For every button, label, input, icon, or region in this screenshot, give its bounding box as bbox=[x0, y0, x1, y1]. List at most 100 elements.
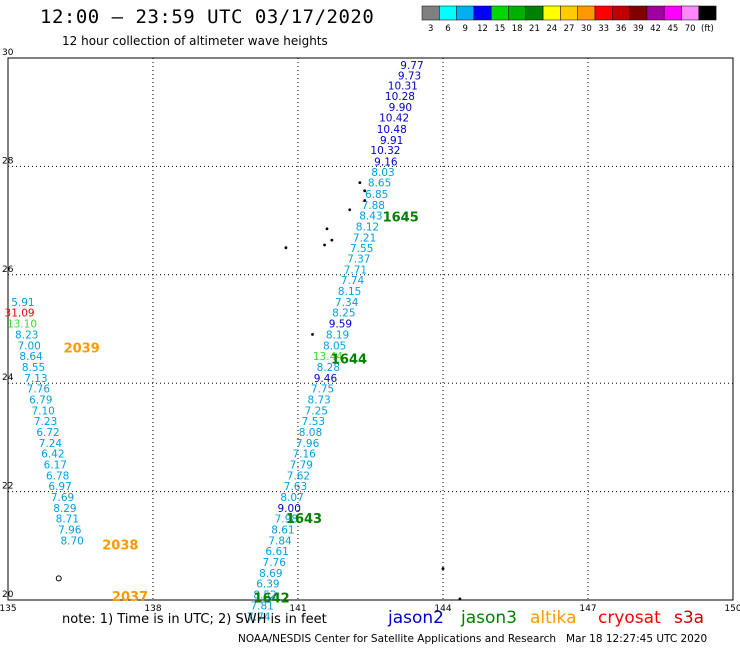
legend-cryosat: cryosat bbox=[598, 608, 661, 628]
wave-height-label: 7.00 bbox=[17, 340, 40, 352]
wave-height-label: 9.16 bbox=[374, 157, 398, 169]
colorbar-swatch bbox=[646, 5, 665, 21]
wave-height-label: 8.07 bbox=[280, 492, 303, 504]
colorbar-swatch bbox=[612, 5, 630, 21]
wave-height-label: 7.10 bbox=[31, 405, 54, 417]
data-point-dot bbox=[363, 189, 367, 193]
pass-time-label: 2037 bbox=[112, 590, 148, 605]
colorbar-label: 15 bbox=[494, 24, 505, 34]
x-tick-label: 138 bbox=[144, 604, 161, 614]
y-tick-label: 20 bbox=[2, 590, 14, 600]
credit-line: NOAA/NESDIS Center for Satellite Applica… bbox=[238, 633, 708, 645]
colorbar-swatch bbox=[681, 5, 700, 21]
wave-height-label: 7.13 bbox=[24, 373, 47, 385]
pass-time-label: 1643 bbox=[286, 512, 322, 527]
pass-time-label: 2038 bbox=[102, 539, 138, 554]
colorbar-label: 12 bbox=[477, 24, 488, 34]
wave-height-label: 7.96 bbox=[58, 525, 82, 537]
wave-height-label: 10.28 bbox=[385, 91, 415, 103]
wave-height-label: 10.48 bbox=[377, 124, 407, 136]
wave-height-label: 9.77 bbox=[400, 60, 423, 72]
wave-height-label: 6.39 bbox=[256, 579, 279, 591]
colorbar-swatch bbox=[490, 5, 509, 21]
y-tick-label: 28 bbox=[2, 156, 14, 166]
colorbar-swatch bbox=[439, 5, 457, 21]
colorbar-label: 27 bbox=[564, 24, 575, 34]
wave-height-label: 9.90 bbox=[389, 102, 412, 114]
wave-height-label: 13.44 bbox=[313, 351, 343, 363]
wave-height-label: 8.55 bbox=[22, 362, 45, 374]
wave-height-label: 8.71 bbox=[56, 514, 79, 526]
colorbar-label: 70 bbox=[685, 24, 696, 34]
wave-height-label: 7.76 bbox=[263, 557, 287, 569]
colorbar-swatch bbox=[629, 5, 648, 21]
wave-height-label: 8.25 bbox=[332, 308, 355, 320]
wave-height-label: 13.10 bbox=[7, 319, 37, 331]
colorbar-label: 36 bbox=[616, 24, 627, 34]
x-tick-label: 150 bbox=[724, 604, 740, 614]
y-tick-label: 30 bbox=[2, 48, 14, 58]
wave-height-label: 10.32 bbox=[370, 145, 400, 157]
data-point-dot bbox=[284, 246, 288, 250]
data-point-dot bbox=[325, 227, 329, 231]
legend-jason2: jason2 bbox=[388, 608, 444, 628]
wave-height-label: 7.96 bbox=[296, 438, 320, 450]
x-tick-label: 147 bbox=[579, 604, 596, 614]
wave-height-label: 8.65 bbox=[368, 178, 391, 190]
wave-height-label: 7.53 bbox=[302, 416, 325, 428]
wave-height-label: 7.21 bbox=[353, 232, 376, 244]
colorbar-swatch bbox=[508, 5, 527, 21]
data-point-dot bbox=[441, 567, 445, 570]
wave-height-label: 7.25 bbox=[305, 405, 328, 417]
data-point-dot bbox=[311, 333, 314, 336]
colorbar-swatch bbox=[542, 5, 561, 21]
wave-height-label: 6.61 bbox=[265, 546, 288, 558]
chart-subtitle: 12 hour collection of altimeter wave hei… bbox=[62, 34, 328, 48]
wave-height-label: 6.78 bbox=[46, 470, 69, 482]
colorbar-label: (ft) bbox=[701, 24, 714, 34]
colorbar-swatch bbox=[663, 5, 682, 21]
colorbar-swatch bbox=[594, 5, 613, 21]
wave-height-label: 7.71 bbox=[344, 264, 367, 276]
y-tick-label: 22 bbox=[2, 482, 13, 492]
colorbar-label: 18 bbox=[512, 24, 523, 34]
pass-time-label: 2039 bbox=[64, 341, 100, 356]
data-point-dot bbox=[363, 199, 367, 202]
wave-height-label: 8.03 bbox=[371, 167, 394, 179]
data-point-dot bbox=[458, 597, 462, 601]
wave-height-label: 7.75 bbox=[311, 384, 334, 396]
x-tick-label: 135 bbox=[0, 604, 17, 614]
wave-height-label: 9.00 bbox=[278, 503, 301, 515]
pass-time-label: 1642 bbox=[254, 591, 290, 606]
data-point-dot bbox=[330, 238, 334, 242]
y-tick-label: 26 bbox=[2, 265, 14, 275]
wave-height-label: 8.43 bbox=[359, 211, 382, 223]
pass-time-label: 1644 bbox=[331, 352, 367, 367]
wave-height-label: 8.52 bbox=[253, 590, 276, 602]
wave-height-label: 7.23 bbox=[34, 416, 57, 428]
y-tick-label: 24 bbox=[2, 373, 14, 383]
colorbar-swatch bbox=[456, 5, 475, 21]
wave-height-label: 8.61 bbox=[271, 525, 294, 537]
colorbar-label: 6 bbox=[445, 24, 450, 34]
wave-height-label: 7.37 bbox=[347, 254, 370, 266]
wave-height-label: 8.69 bbox=[259, 568, 282, 580]
wave-height-label: 9.91 bbox=[380, 135, 403, 147]
wave-height-label: 8.64 bbox=[19, 351, 43, 363]
wave-height-label: 9.46 bbox=[314, 373, 338, 385]
x-tick-label: 141 bbox=[289, 604, 306, 614]
wave-height-label: 7.69 bbox=[51, 492, 74, 504]
plot-frame bbox=[7, 57, 734, 601]
chart-title: 12:00 – 23:59 UTC 03/17/2020 bbox=[40, 6, 375, 28]
wave-height-label: 9.59 bbox=[329, 319, 352, 331]
wave-height-label: 9.73 bbox=[398, 70, 421, 82]
data-point-marker bbox=[55, 575, 62, 582]
colorbar-swatch bbox=[560, 5, 578, 21]
colorbar-swatch bbox=[698, 5, 717, 21]
wave-height-label: 8.29 bbox=[53, 503, 76, 515]
legend-altika: altika bbox=[530, 608, 577, 628]
wave-height-label: 7.55 bbox=[350, 243, 373, 255]
wave-height-label: 6.79 bbox=[29, 394, 52, 406]
wave-height-label: 7.24 bbox=[39, 438, 63, 450]
